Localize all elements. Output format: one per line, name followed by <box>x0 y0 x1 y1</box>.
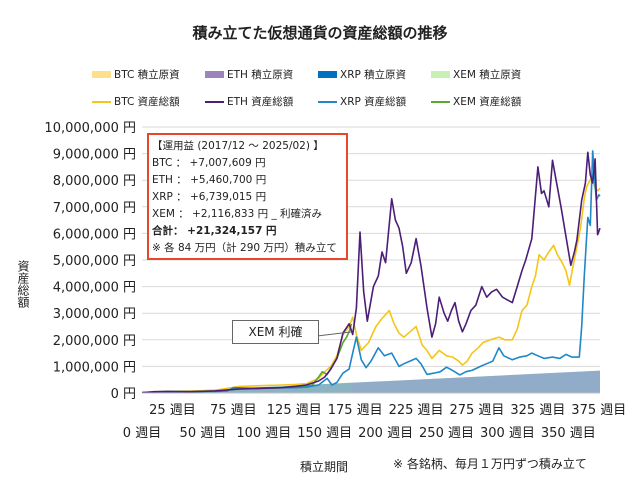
summary-total: 合計： +21,324,157 円 <box>152 225 277 237</box>
x-axis-label: 積立期間 <box>300 460 349 474</box>
legend-swatch <box>318 100 337 103</box>
legend-label: XEM 積立原資 <box>453 69 522 81</box>
legend-label: ETH 積立原資 <box>227 69 294 81</box>
legend-swatch <box>318 71 337 78</box>
legend-label: XRP 資産総額 <box>340 96 407 108</box>
x-tick-label: 300 週目 <box>480 426 535 441</box>
x-tick-label: 175 週目 <box>328 403 383 418</box>
legend-principal: BTC 積立原資 ETH 積立原資 XRP 積立原資 XEM 積立原資 <box>92 67 562 82</box>
legend-item-xem-total: XEM 資産総額 <box>431 94 544 109</box>
summary-xrp: XRP ： +6,739,015 円 <box>152 191 267 203</box>
y-tick-label: 8,000,000 円 <box>53 174 136 189</box>
x-tick-label: 200 週目 <box>358 426 413 441</box>
y-tick-label: 0 円 <box>111 387 136 402</box>
legend-total: BTC 資産総額 ETH 資産総額 XRP 資産総額 XEM 資産総額 <box>92 94 562 109</box>
legend-item-xrp-principal: XRP 積立原資 <box>318 67 431 82</box>
legend-item-eth-total: ETH 資産総額 <box>205 94 318 109</box>
x-tick-label: 250 週目 <box>419 426 474 441</box>
y-tick-label: 1,000,000 円 <box>53 360 136 375</box>
y-tick-label: 2,000,000 円 <box>53 334 136 349</box>
y-tick-label: 9,000,000 円 <box>53 148 136 163</box>
legend-swatch <box>92 71 111 78</box>
x-tick-label: 150 週目 <box>297 426 352 441</box>
y-tick-label: 3,000,000 円 <box>53 307 136 322</box>
summary-eth: ETH ： +5,460,700 円 <box>152 174 267 186</box>
legend-swatch <box>205 100 224 103</box>
series-line <box>141 151 601 394</box>
legend-label: XEM 資産総額 <box>453 96 522 108</box>
legend-label: BTC 資産総額 <box>114 96 180 108</box>
x-tick-label: 0 週目 <box>123 426 161 441</box>
y-tick-label: 7,000,000 円 <box>53 201 136 216</box>
legend-swatch <box>205 71 224 78</box>
legend-item-btc-principal: BTC 積立原資 <box>92 67 205 82</box>
summary-btc: BTC ： +7,007,609 円 <box>152 157 266 169</box>
chart-title: 積み立てた仮想通貨の資産総額の推移 <box>192 24 448 42</box>
x-tick-label: 350 週目 <box>541 426 596 441</box>
legend-item-eth-principal: ETH 積立原資 <box>205 67 318 82</box>
callout-leader <box>316 331 352 337</box>
y-tick-label: 5,000,000 円 <box>53 254 136 269</box>
legend-item-xrp-total: XRP 資産総額 <box>318 94 431 109</box>
legend-label: BTC 積立原資 <box>114 69 180 81</box>
y-tick-label: 4,000,000 円 <box>53 281 136 296</box>
x-tick-label: 75 週目 <box>210 403 257 418</box>
x-tick-label: 125 週目 <box>267 403 322 418</box>
summary-footnote: ※ 各 84 万円（計 290 万円）積み立て <box>152 242 337 254</box>
xem-callout: XEM 利確 <box>232 320 319 344</box>
legend-label: ETH 資産総額 <box>227 96 294 108</box>
legend-item-btc-total: BTC 資産総額 <box>92 94 205 109</box>
legend-item-xem-principal: XEM 積立原資 <box>431 67 544 82</box>
summary-xem: XEM ： +2,116,833 円 _ 利確済み <box>152 208 323 220</box>
summary-heading: 【運用益 (2017/12 ～ 2025/02) 】 <box>152 140 324 152</box>
legend-swatch <box>431 100 450 103</box>
x-tick-label: 100 週目 <box>236 426 291 441</box>
y-tick-label: 6,000,000 円 <box>53 227 136 242</box>
y-tick-label: 10,000,000 円 <box>44 121 136 136</box>
x-tick-label: 325 週目 <box>510 403 565 418</box>
y-axis-label: 資産総額 <box>16 260 30 308</box>
footnote: ※ 各銘柄、毎月１万円ずつ積み立て <box>393 457 587 471</box>
legend-label: XRP 積立原資 <box>340 69 407 81</box>
x-tick-label: 50 週目 <box>180 426 227 441</box>
legend-swatch <box>431 71 450 78</box>
series-line <box>141 176 601 394</box>
summary-box: 【運用益 (2017/12 ～ 2025/02) 】 BTC ： +7,007,… <box>147 133 348 260</box>
legend-swatch <box>92 100 111 103</box>
x-tick-label: 225 週目 <box>389 403 444 418</box>
x-tick-label: 25 週目 <box>149 403 196 418</box>
x-tick-label: 375 週目 <box>571 403 626 418</box>
x-tick-label: 275 週目 <box>449 403 504 418</box>
series-line <box>141 150 601 394</box>
